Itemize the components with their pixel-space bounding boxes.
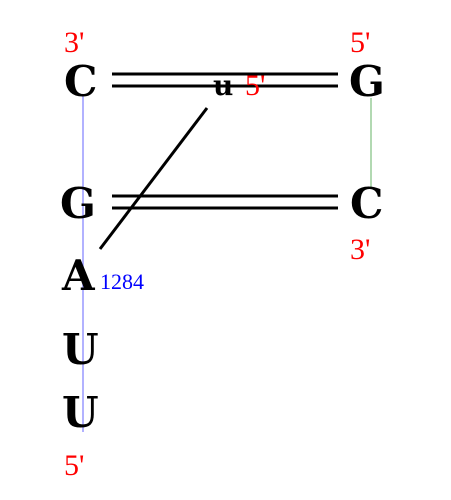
left-base-c: C (64, 57, 97, 106)
small-strand-end-label: 5' (245, 69, 265, 102)
left-bottom-end-label: 5' (64, 449, 84, 482)
left-base-a: A (61, 251, 96, 300)
base-pair-top (112, 72, 338, 88)
small-strand-connector (98, 107, 209, 250)
left-base-u1: U (62, 325, 99, 374)
left-top-end-label: 3' (64, 26, 84, 59)
left-base-g: G (60, 179, 96, 228)
right-base-g: G (349, 57, 385, 106)
base-pair-bottom (112, 194, 338, 210)
right-base-c: C (350, 179, 383, 228)
right-bottom-end-label: 3' (350, 233, 370, 266)
left-base-u2: U (62, 388, 99, 437)
small-strand-base: u (213, 69, 233, 102)
residue-number: 1284 (100, 269, 144, 294)
right-top-end-label: 5' (350, 26, 370, 59)
